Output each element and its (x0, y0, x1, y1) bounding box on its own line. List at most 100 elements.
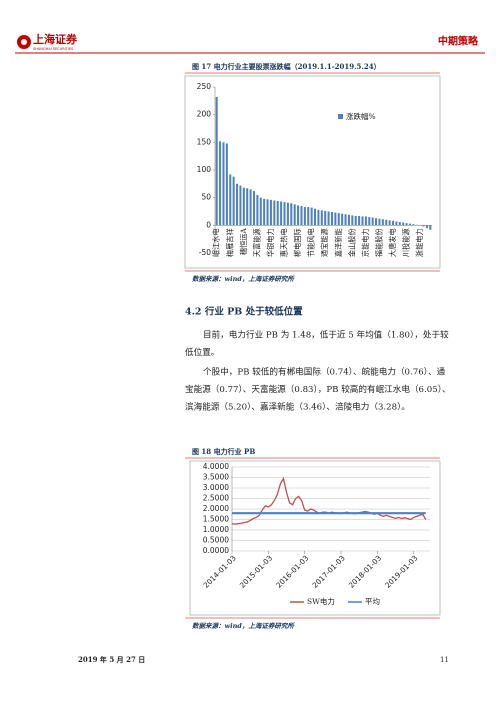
bar (381, 219, 384, 226)
bar (395, 221, 398, 226)
y-tick-label: 3.0000 (203, 483, 229, 492)
x-tick-label: 2018-01-03 (347, 553, 384, 590)
x-tick-label: 梅雁吉祥 (225, 228, 234, 257)
bar (429, 225, 432, 230)
bar (405, 223, 408, 226)
page-number: 11 (440, 656, 449, 664)
y-tick-label: 200 (197, 110, 212, 119)
bar (239, 185, 242, 226)
y-tick-label: 2.0000 (203, 504, 229, 513)
bar (317, 209, 320, 226)
bar (347, 214, 350, 226)
x-tick-label: 天富能源 (252, 228, 261, 257)
bar (269, 199, 272, 226)
y-tick-label: 150 (197, 137, 212, 146)
bar (361, 216, 364, 226)
bar (402, 222, 405, 226)
x-tick-label: 2017-01-03 (310, 553, 347, 590)
bar (219, 141, 222, 226)
paragraph-line: 个股中，PB 较低的有郴电国际（0.74）、皖能电力（0.76）、通 (203, 366, 446, 378)
bar (252, 191, 256, 226)
bar (303, 207, 306, 226)
y-tick-label: 4.0000 (203, 462, 229, 471)
x-tick-label: 岷江水电 (212, 228, 221, 257)
x-tick-label: 福能股份 (374, 228, 383, 257)
bar (259, 197, 262, 226)
bar (422, 225, 425, 227)
y-tick-label: 1.0000 (203, 525, 229, 534)
bar (266, 199, 269, 226)
bar (320, 210, 323, 226)
x-tick-label: 金山股份 (347, 228, 356, 257)
x-tick-label: 京能电力 (361, 228, 370, 257)
y-tick-label: 50 (201, 193, 211, 202)
y-tick-label: 100 (197, 165, 212, 174)
bar (344, 214, 347, 226)
figure-title: 图 17 电力行业主要股票涨跌幅（2019.1.1-2019.5.24） (192, 62, 381, 71)
bar (293, 204, 296, 226)
series-line (231, 476, 427, 525)
x-tick-label: 华银电力 (266, 228, 275, 257)
bar (327, 211, 330, 226)
bar (280, 201, 283, 226)
bar (290, 203, 293, 226)
bar (300, 205, 303, 226)
bar (375, 218, 378, 226)
logo-sub: SHANGHAI SECURITIES (33, 47, 74, 51)
section-heading: 4.2 行业 PB 处于较低位置 (185, 306, 303, 318)
paragraph-line: 低位置。 (185, 346, 219, 358)
bar (351, 215, 354, 226)
bar (408, 223, 411, 226)
bar (307, 207, 310, 226)
bar (425, 225, 428, 229)
x-tick-label: 大唐发电 (388, 228, 397, 257)
bar (229, 174, 232, 226)
figure-source: 数据来源：wind，上海证券研究所 (192, 622, 295, 630)
bar (249, 189, 252, 226)
bar (314, 208, 317, 226)
legend-label: SW电力 (307, 596, 335, 606)
bar (310, 207, 313, 226)
bar (334, 212, 337, 226)
x-tick-label: 郴电国际 (293, 228, 302, 257)
y-tick-label: 250 (197, 82, 212, 91)
bar (330, 212, 333, 226)
x-tick-label: 惠天热电 (280, 228, 289, 257)
bar (276, 200, 279, 226)
bar (236, 183, 239, 226)
bar (286, 202, 289, 226)
logo-text: 上海证券 (33, 32, 78, 46)
x-tick-label: 2016-01-03 (274, 553, 311, 590)
bar (273, 200, 276, 226)
bar (246, 188, 249, 226)
legend-label: 涨跌幅% (346, 111, 376, 121)
x-tick-label: 川投能源 (402, 228, 411, 257)
bar (388, 220, 391, 226)
bar (225, 143, 228, 226)
x-tick-label: 嘉泽新能 (334, 228, 343, 257)
bar (364, 216, 367, 226)
bar (324, 210, 327, 226)
x-tick-label: 浙能电力 (415, 228, 424, 257)
y-tick-label: 1.5000 (203, 515, 229, 524)
body-text: 目前，电力行业 PB 为 1.48，低于近 5 年均值（1.80），处于较低位置… (185, 329, 451, 413)
bar (215, 96, 218, 226)
x-tick-label: 节能风电 (307, 228, 316, 257)
x-tick-label: 通宝能源 (320, 228, 329, 257)
bar (391, 220, 395, 226)
bar (398, 222, 401, 226)
chart-frame (189, 460, 441, 616)
bar (341, 213, 344, 226)
bar (256, 194, 259, 226)
bar (358, 215, 361, 226)
x-tick-label: 2015-01-03 (238, 553, 275, 590)
bar (354, 215, 357, 226)
bar (368, 217, 371, 226)
x-tick-label: 2019-01-03 (383, 553, 420, 590)
y-tick-label: 0.0000 (203, 546, 229, 555)
figure-title: 图 18 电力行业 PB (192, 447, 255, 456)
bar (337, 213, 340, 226)
bar (283, 202, 286, 226)
